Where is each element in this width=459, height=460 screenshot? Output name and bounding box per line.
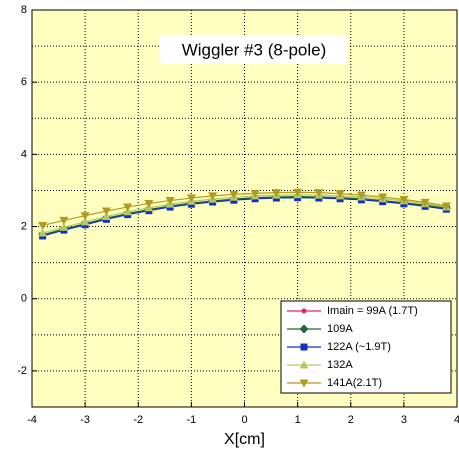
- marker: [59, 222, 69, 231]
- marker: [59, 216, 69, 225]
- legend-marker: [301, 308, 307, 314]
- marker: [378, 193, 388, 202]
- marker: [441, 202, 451, 211]
- legend-label: 122A (~1.9T): [327, 341, 391, 353]
- title-background: [160, 36, 348, 64]
- y-tick-label: 8: [21, 4, 27, 16]
- x-tick-label: 0: [241, 414, 247, 426]
- marker: [144, 199, 154, 208]
- marker: [123, 203, 133, 212]
- x-tick-label: -4: [27, 414, 37, 426]
- marker: [420, 198, 430, 207]
- y-tick-label: 4: [21, 148, 27, 160]
- legend-label: 109A: [327, 323, 353, 335]
- y-tick-label: 2: [21, 220, 27, 232]
- x-axis-title: X[cm]: [224, 431, 265, 448]
- x-tick-label: 1: [295, 414, 301, 426]
- marker: [399, 195, 409, 204]
- marker: [38, 228, 48, 237]
- marker: [335, 190, 345, 199]
- legend-label: 141A(2.1T): [327, 377, 382, 389]
- title-group: Wiggler #3 (8-pole): [160, 36, 348, 64]
- x-tick-label: -3: [80, 414, 90, 426]
- marker: [165, 197, 175, 206]
- y-tick-label: -2: [17, 365, 27, 377]
- marker: [356, 191, 366, 200]
- legend-marker: [300, 343, 308, 351]
- legend-marker: [299, 360, 309, 369]
- x-tick-label: -1: [186, 414, 196, 426]
- marker: [38, 221, 48, 230]
- marker: [271, 189, 281, 198]
- marker: [208, 192, 218, 201]
- y-tick-label: 0: [21, 293, 27, 305]
- series-line: [42, 191, 447, 227]
- marker: [186, 194, 196, 203]
- marker: [250, 189, 260, 198]
- legend-marker: [299, 379, 309, 388]
- marker: [314, 189, 324, 198]
- x-tick-label: 2: [348, 414, 354, 426]
- chart-title: Wiggler #3 (8-pole): [182, 40, 327, 59]
- x-tick-label: 3: [401, 414, 407, 426]
- legend: Imain = 99A (1.7T) 109A 122A (~1.9T) 132A 14…: [280, 300, 452, 394]
- x-tick-label: 4: [454, 414, 459, 426]
- legend-label: 132A: [327, 359, 353, 371]
- marker: [293, 188, 303, 197]
- legend-label: Imain = 99A (1.7T): [327, 305, 418, 317]
- marker: [229, 190, 239, 199]
- y-tick-label: 6: [21, 76, 27, 88]
- marker: [80, 217, 90, 226]
- marker: [80, 212, 90, 221]
- series-line: [42, 194, 447, 234]
- x-tick-label: -2: [133, 414, 143, 426]
- legend-marker: [299, 324, 309, 334]
- marker: [101, 207, 111, 216]
- marker: [101, 211, 111, 220]
